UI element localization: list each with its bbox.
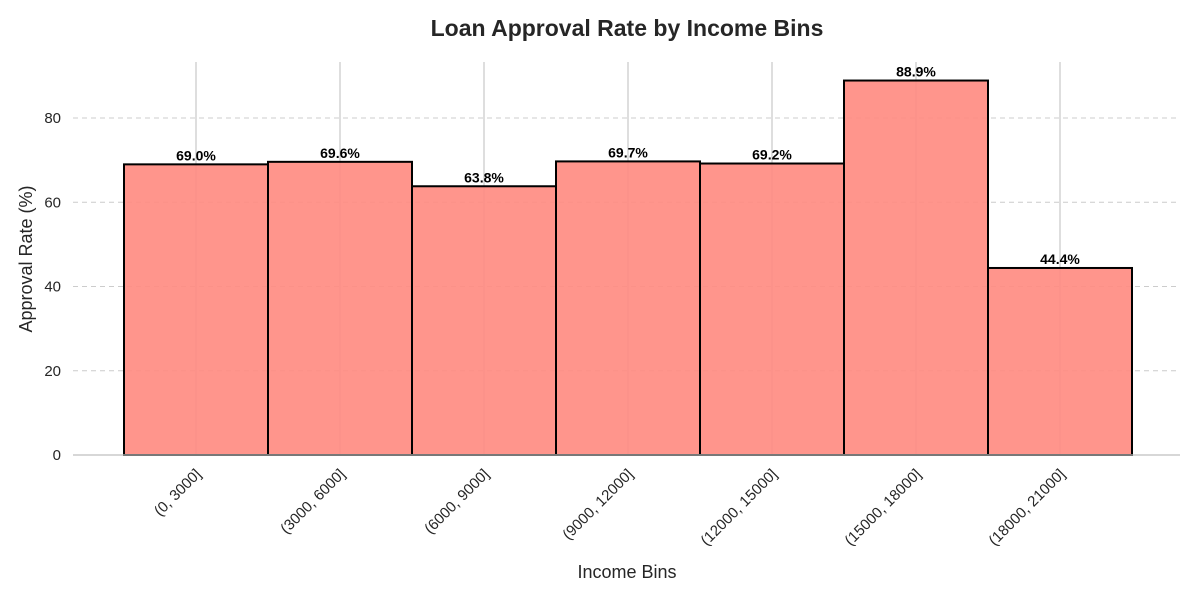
x-tick-label: (6000, 9000] xyxy=(421,466,493,538)
bar xyxy=(699,162,845,456)
bar-value-label: 69.6% xyxy=(320,145,360,161)
bar-value-label: 88.9% xyxy=(896,64,936,80)
bar xyxy=(843,79,989,457)
x-tick-label: (3000, 6000] xyxy=(277,466,349,538)
bar xyxy=(555,160,701,456)
y-tick-label: 80 xyxy=(44,110,61,127)
data-labels: 69.0% 69.6% 63.8% 69.7% 69.2% 88.9% 44.4% xyxy=(176,64,1080,267)
bar-value-label: 69.2% xyxy=(752,147,792,163)
bar-value-label: 63.8% xyxy=(464,169,504,185)
x-tick-label: (12000, 15000] xyxy=(697,466,780,549)
y-tick-label: 60 xyxy=(44,194,61,211)
chart-title: Loan Approval Rate by Income Bins xyxy=(431,15,824,41)
y-tick-label: 0 xyxy=(53,447,61,464)
y-tick-label: 40 xyxy=(44,279,61,296)
bar-value-label: 69.7% xyxy=(608,144,648,160)
y-tick-label: 20 xyxy=(44,363,61,380)
x-tick-label: (0, 3000] xyxy=(151,466,205,520)
x-axis-label: Income Bins xyxy=(577,562,676,582)
bar-value-label: 69.0% xyxy=(176,147,216,163)
y-axis-label: Approval Rate (%) xyxy=(16,185,36,332)
bar xyxy=(267,160,413,456)
bar xyxy=(987,266,1133,456)
bar xyxy=(123,163,269,457)
x-tick-label: (18000, 21000] xyxy=(985,466,1068,549)
bars xyxy=(123,79,1133,457)
x-tick-label: (9000, 12000] xyxy=(559,466,636,543)
x-tick-label: (15000, 18000] xyxy=(841,466,924,549)
bar xyxy=(411,185,557,457)
bar-value-label: 44.4% xyxy=(1040,251,1080,267)
